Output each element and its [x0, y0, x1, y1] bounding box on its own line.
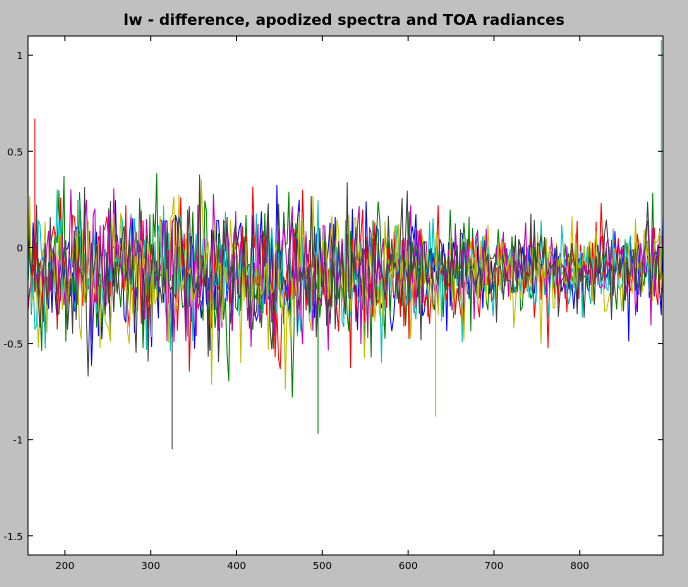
- x-tick-label: 300: [141, 561, 160, 572]
- axes: 200 300 400 500 600 700 800 -1.5 -1 -0.5 0 0.5 1: [3, 35, 664, 572]
- y-tick-label: 0: [17, 243, 23, 254]
- series-line-7: [28, 174, 663, 377]
- axes-frame: [27, 35, 664, 556]
- x-tick-label: 700: [484, 561, 503, 572]
- x-tick-label: 800: [570, 561, 589, 572]
- x-tick-label: 600: [399, 561, 418, 572]
- y-tick-label: -1.5: [3, 532, 23, 543]
- y-tick-label: -1: [13, 436, 23, 447]
- x-tick-label: 200: [55, 561, 74, 572]
- y-tick-label: 0.5: [7, 147, 23, 158]
- x-tick-label: 500: [313, 561, 332, 572]
- y-tick-label: -0.5: [3, 340, 23, 351]
- x-tick-label: 400: [227, 561, 246, 572]
- chart-title: lw - difference, apodized spectra and TO…: [123, 11, 564, 29]
- y-tick-label: 1: [17, 51, 23, 62]
- series-layer: [28, 39, 663, 450]
